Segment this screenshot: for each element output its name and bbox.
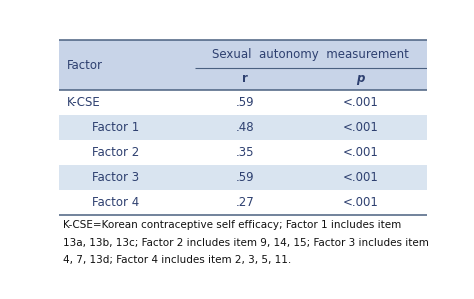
Text: <.001: <.001	[343, 121, 378, 134]
Bar	[59, 165, 427, 190]
Text: 13a, 13b, 13c; Factor 2 includes item 9, 14, 15; Factor 3 includes item: 13a, 13b, 13c; Factor 2 includes item 9,…	[63, 238, 429, 248]
Text: <.001: <.001	[343, 96, 378, 109]
Text: <.001: <.001	[343, 146, 378, 159]
Bar	[59, 90, 427, 115]
Bar	[59, 40, 427, 68]
Text: Factor 2: Factor 2	[92, 146, 139, 159]
Text: r: r	[242, 72, 248, 86]
Text: .35: .35	[236, 146, 254, 159]
Text: .59: .59	[236, 96, 254, 109]
Text: 4, 7, 13d; Factor 4 includes item 2, 3, 5, 11.: 4, 7, 13d; Factor 4 includes item 2, 3, …	[63, 255, 291, 265]
Text: K-CSE: K-CSE	[66, 96, 100, 109]
Text: <.001: <.001	[343, 196, 378, 209]
Text: Factor 4: Factor 4	[92, 196, 139, 209]
Text: K-CSE=Korean contraceptive self efficacy; Factor 1 includes item: K-CSE=Korean contraceptive self efficacy…	[63, 220, 401, 230]
Text: Factor 1: Factor 1	[92, 121, 139, 134]
Text: .27: .27	[236, 196, 254, 209]
Text: p: p	[356, 72, 365, 86]
Text: Factor: Factor	[66, 59, 102, 72]
Text: Sexual  autonomy  measurement: Sexual autonomy measurement	[212, 48, 410, 61]
Bar	[59, 68, 427, 90]
Text: Factor 3: Factor 3	[92, 171, 139, 184]
Text: .48: .48	[236, 121, 254, 134]
Bar	[59, 140, 427, 165]
Bar	[59, 190, 427, 215]
Bar	[59, 115, 427, 140]
Text: <.001: <.001	[343, 171, 378, 184]
Text: .59: .59	[236, 171, 254, 184]
